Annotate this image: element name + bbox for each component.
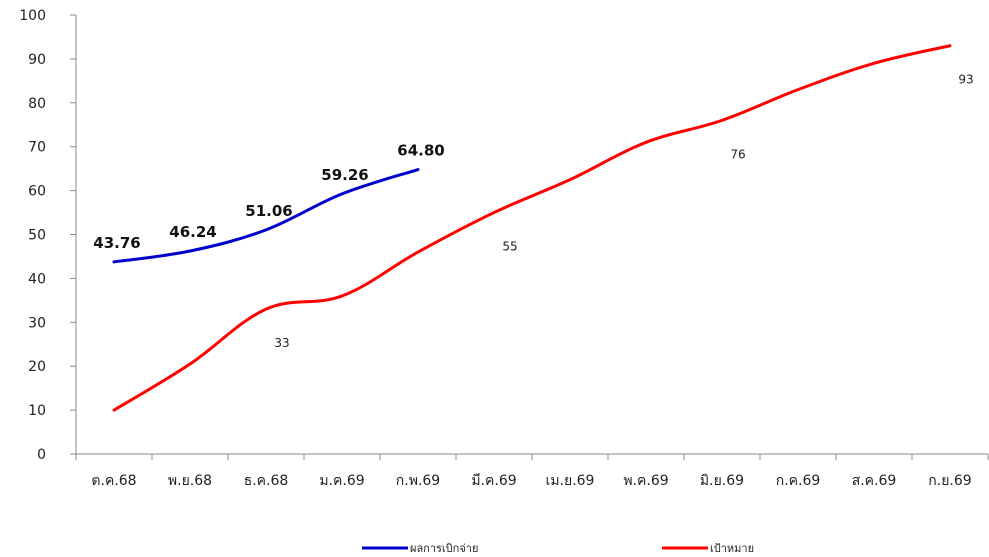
- x-tick-label: ก.พ.69: [396, 473, 440, 489]
- legend: ผลการเบิกจ่าย เป้าหมาย: [362, 542, 754, 555]
- y-tick-label: 70: [28, 140, 46, 156]
- y-tick-label: 10: [28, 403, 46, 419]
- x-tick-label: พ.ย.68: [168, 473, 212, 489]
- data-label-disbursement: 46.24: [169, 223, 216, 241]
- data-label-disbursement: 43.76: [93, 234, 140, 252]
- x-tick-label: ต.ค.68: [91, 473, 136, 489]
- y-tick-label: 40: [28, 271, 46, 287]
- chart-axes: 0 10 20 30 40 50 60 70 80 90 100 ต.ค.68 พ.ย.68 ธ.ค.68…: [19, 8, 989, 489]
- data-label-target: 33: [274, 336, 289, 350]
- y-tick-label: 60: [28, 184, 46, 200]
- data-labels: 43.76 46.24 51.06 59.26 64.80 33 55 76 93: [93, 73, 973, 350]
- x-tick-label: ก.ค.69: [776, 473, 821, 489]
- x-tick-label: ก.ย.69: [928, 473, 971, 489]
- y-tick-label: 80: [28, 96, 46, 112]
- legend-item-disbursement-label: ผลการเบิกจ่าย: [410, 542, 478, 555]
- series-line-disbursement: [112, 168, 420, 264]
- x-tick-label: เม.ย.69: [546, 473, 595, 489]
- data-label-disbursement: 51.06: [245, 202, 292, 220]
- y-tick-label: 30: [28, 315, 46, 331]
- data-label-disbursement: 59.26: [321, 166, 368, 184]
- y-tick-label: 0: [37, 447, 46, 463]
- y-tick-label: 100: [19, 8, 46, 24]
- y-tick-label: 50: [28, 228, 46, 244]
- x-tick-label: ธ.ค.68: [244, 473, 289, 489]
- data-label-target: 93: [958, 73, 973, 87]
- y-tick-label: 20: [28, 359, 46, 375]
- x-tick-label: ส.ค.69: [852, 473, 897, 489]
- series-lines: [112, 44, 952, 412]
- series-line-target: [112, 44, 952, 412]
- data-label-disbursement: 64.80: [397, 142, 444, 160]
- x-tick-label: มิ.ย.69: [700, 473, 744, 489]
- x-tick-label: พ.ค.69: [623, 473, 668, 489]
- x-tick-label: ม.ค.69: [319, 473, 364, 489]
- data-label-target: 55: [502, 240, 517, 254]
- data-label-target: 76: [730, 147, 745, 161]
- y-tick-label: 90: [28, 52, 46, 68]
- x-tick-label: มี.ค.69: [471, 473, 516, 489]
- legend-item-target-label: เป้าหมาย: [710, 542, 754, 555]
